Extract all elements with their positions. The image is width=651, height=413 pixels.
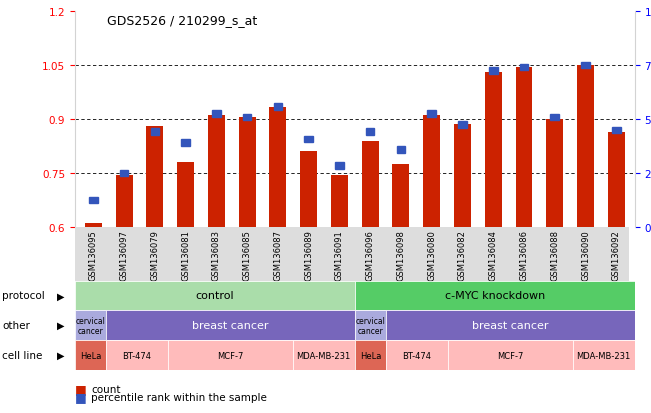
Text: GSM136082: GSM136082 (458, 230, 467, 280)
Text: GSM136083: GSM136083 (212, 230, 221, 281)
Bar (75, 340, 106, 370)
Text: c-MYC knockdown: c-MYC knockdown (445, 291, 545, 301)
Text: GSM136095: GSM136095 (89, 230, 98, 280)
Bar (75, 281, 355, 311)
Bar (177, 163, 194, 227)
Bar (551, 115, 559, 121)
Text: ■: ■ (75, 382, 87, 395)
Text: GSM136079: GSM136079 (150, 230, 159, 280)
Bar (146, 127, 163, 227)
Text: MDA-MB-231: MDA-MB-231 (297, 351, 351, 360)
Bar (386, 340, 448, 370)
Text: BT-474: BT-474 (122, 351, 152, 360)
Bar (366, 129, 374, 135)
Text: breast cancer: breast cancer (192, 320, 269, 330)
Bar (546, 120, 563, 227)
Bar (519, 65, 529, 71)
Bar (335, 163, 344, 169)
Text: protocol: protocol (2, 291, 45, 301)
Text: other: other (2, 320, 30, 330)
Bar (393, 164, 409, 227)
Bar (120, 170, 128, 177)
Bar (355, 340, 386, 370)
Bar (489, 68, 497, 75)
Bar (292, 340, 355, 370)
Text: MCF-7: MCF-7 (217, 351, 243, 360)
Bar (273, 104, 282, 110)
Bar (608, 132, 625, 227)
Bar (89, 197, 98, 204)
Bar (516, 68, 533, 227)
Text: cell line: cell line (2, 350, 42, 360)
Text: GSM136092: GSM136092 (612, 230, 621, 280)
Bar (331, 175, 348, 227)
Bar (305, 136, 313, 142)
Bar (270, 107, 286, 227)
Bar (485, 73, 502, 227)
Bar (208, 116, 225, 227)
Bar (239, 118, 256, 227)
Text: breast cancer: breast cancer (472, 320, 549, 330)
Text: MCF-7: MCF-7 (497, 351, 523, 360)
Bar (612, 127, 620, 134)
Text: ■: ■ (75, 390, 87, 404)
Text: GSM136080: GSM136080 (427, 230, 436, 280)
Bar (75, 311, 106, 340)
Text: percentile rank within the sample: percentile rank within the sample (91, 392, 267, 402)
Bar (581, 63, 590, 69)
Bar (106, 340, 168, 370)
Text: GSM136087: GSM136087 (273, 230, 283, 281)
Bar (212, 111, 221, 118)
Text: GDS2526 / 210299_s_at: GDS2526 / 210299_s_at (107, 14, 258, 27)
Text: GSM136097: GSM136097 (120, 230, 129, 280)
Bar (362, 141, 379, 227)
Bar (168, 340, 292, 370)
Text: GSM136088: GSM136088 (550, 230, 559, 281)
Text: GSM136091: GSM136091 (335, 230, 344, 280)
Bar (355, 281, 635, 311)
Text: HeLa: HeLa (359, 351, 381, 360)
Text: count: count (91, 384, 120, 394)
Bar (454, 125, 471, 227)
Text: GSM136084: GSM136084 (489, 230, 498, 280)
Text: GSM136086: GSM136086 (519, 230, 529, 281)
Bar (386, 311, 635, 340)
Text: cervical
cancer: cervical cancer (76, 316, 105, 335)
Bar (300, 152, 317, 227)
Bar (116, 175, 133, 227)
Bar (458, 122, 467, 128)
Bar (150, 129, 159, 135)
Bar (448, 340, 572, 370)
Text: cervical
cancer: cervical cancer (355, 316, 385, 335)
Bar (572, 340, 635, 370)
Bar (355, 311, 386, 340)
Text: MDA-MB-231: MDA-MB-231 (577, 351, 631, 360)
Bar (243, 115, 251, 121)
Text: HeLa: HeLa (79, 351, 101, 360)
Text: GSM136081: GSM136081 (181, 230, 190, 280)
Text: ▶: ▶ (57, 350, 64, 360)
Bar (85, 223, 102, 227)
Text: BT-474: BT-474 (402, 351, 432, 360)
Bar (396, 147, 405, 153)
Text: GSM136098: GSM136098 (396, 230, 406, 280)
Text: GSM136096: GSM136096 (366, 230, 375, 280)
Text: GSM136090: GSM136090 (581, 230, 590, 280)
Bar (106, 311, 355, 340)
Text: GSM136089: GSM136089 (304, 230, 313, 280)
Bar (181, 140, 190, 146)
Text: ▶: ▶ (57, 291, 64, 301)
Bar (577, 66, 594, 227)
Text: GSM136085: GSM136085 (243, 230, 252, 280)
Text: ▶: ▶ (57, 320, 64, 330)
Text: control: control (195, 291, 234, 301)
Bar (428, 111, 436, 118)
Bar (423, 116, 440, 227)
